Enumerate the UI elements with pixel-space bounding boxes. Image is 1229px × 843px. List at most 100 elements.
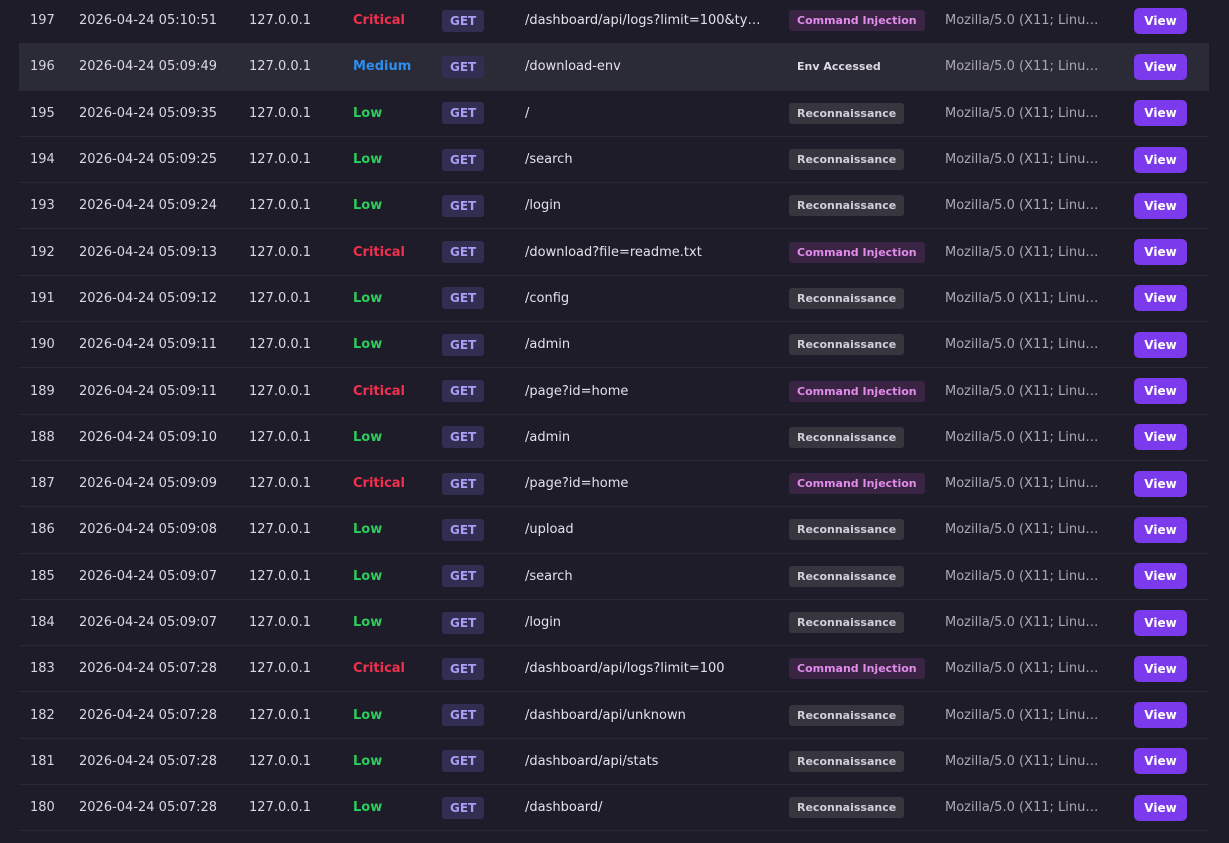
user-agent: Mozilla/5.0 (X11; Linux x86_64) [945, 707, 1105, 723]
method-cell: GET [442, 229, 502, 274]
view-button[interactable]: View [1134, 794, 1187, 821]
log-ip: 127.0.0.1 [249, 290, 312, 306]
table-row: 188 2026-04-24 05:09:10 127.0.0.1 Low GE… [19, 415, 1209, 461]
view-button[interactable]: View [1134, 424, 1187, 451]
ua-cell: Mozilla/5.0 (X11; Linux x86_64) [945, 692, 1113, 737]
table-row: 189 2026-04-24 05:09:11 127.0.0.1 Critic… [19, 368, 1209, 415]
path-cell: /admin [525, 322, 775, 367]
view-button[interactable]: View [1134, 609, 1187, 636]
tag-cell: Command Injection [789, 646, 939, 691]
tag-cell: Reconnaissance [789, 507, 939, 552]
log-ip: 127.0.0.1 [249, 152, 312, 168]
action-cell: View [1134, 44, 1194, 89]
view-button[interactable]: View [1134, 285, 1187, 312]
table-row: 185 2026-04-24 05:09:07 127.0.0.1 Low GE… [19, 554, 1209, 600]
severity-label: Low [353, 753, 383, 769]
path-cell: /page?id=home [525, 461, 775, 506]
ua-cell: Mozilla/5.0 (X11; Linux x86_64) [945, 554, 1113, 599]
log-timestamp: 2026-04-24 05:07:28 [79, 707, 218, 723]
view-button[interactable]: View [1134, 655, 1187, 682]
view-button[interactable]: View [1134, 239, 1187, 266]
view-button[interactable]: View [1134, 100, 1187, 127]
method-badge: GET [442, 55, 485, 78]
log-timestamp: 2026-04-24 05:07:28 [79, 800, 218, 816]
log-timestamp: 2026-04-24 05:09:35 [79, 105, 218, 121]
ua-cell: Mozilla/5.0 (X11; Linux x86_64) [945, 276, 1113, 321]
path-cell: /upload [525, 507, 775, 552]
request-path: /page?id=home [525, 476, 629, 492]
path-cell: /login [525, 183, 775, 228]
severity-label: Low [353, 337, 383, 353]
severity-label: Low [353, 568, 383, 584]
action-cell: View [1134, 183, 1194, 228]
request-path: /dashboard/ [525, 800, 603, 816]
method-badge: GET [442, 704, 485, 727]
tag-cell: Reconnaissance [789, 739, 939, 784]
log-id: 189 [30, 383, 55, 399]
method-badge: GET [442, 333, 485, 356]
user-agent: Mozilla/5.0 (X11; Linux x86_64) [945, 383, 1105, 399]
severity-label: Low [353, 198, 383, 214]
request-path: /search [525, 568, 573, 584]
method-cell: GET [442, 415, 502, 460]
method-cell: GET [442, 183, 502, 228]
path-cell: /download?file=readme.txt [525, 229, 775, 274]
user-agent: Mozilla/5.0 (X11; Linux x86_64) [945, 753, 1105, 769]
view-button[interactable]: View [1134, 378, 1187, 405]
ua-cell: Mozilla/5.0 (X11; Linux x86_64) [945, 0, 1113, 43]
view-button[interactable]: View [1134, 331, 1187, 358]
view-button[interactable]: View [1134, 470, 1187, 497]
table-row: 191 2026-04-24 05:09:12 127.0.0.1 Low GE… [19, 276, 1209, 323]
view-button[interactable]: View [1134, 748, 1187, 775]
table-row: 182 2026-04-24 05:07:28 127.0.0.1 Low GE… [19, 692, 1209, 739]
log-ip: 127.0.0.1 [249, 753, 312, 769]
log-timestamp: 2026-04-24 05:09:12 [79, 290, 218, 306]
attack-tag-badge: Reconnaissance [789, 287, 905, 309]
attack-tag-badge: Reconnaissance [789, 519, 905, 541]
ua-cell: Mozilla/5.0 (X11; Linux x86_64) [945, 229, 1113, 274]
action-cell: View [1134, 415, 1194, 460]
log-ip: 127.0.0.1 [249, 476, 312, 492]
method-badge: GET [442, 750, 485, 773]
method-badge: GET [442, 380, 485, 403]
ua-cell: Mozilla/5.0 (X11; Linux x86_64) [945, 600, 1113, 645]
log-ip: 127.0.0.1 [249, 615, 312, 630]
view-button[interactable]: View [1134, 563, 1187, 590]
action-cell: View [1134, 739, 1194, 784]
user-agent: Mozilla/5.0 (X11; Linux x86_64) [945, 198, 1105, 214]
view-button[interactable]: View [1134, 516, 1187, 543]
severity-label: Critical [353, 13, 406, 29]
attack-tag-badge: Reconnaissance [789, 102, 905, 124]
view-button[interactable]: View [1134, 7, 1187, 34]
method-cell: GET [442, 554, 502, 599]
log-timestamp: 2026-04-24 05:09:49 [79, 59, 218, 75]
log-ip: 127.0.0.1 [249, 59, 312, 75]
view-button[interactable]: View [1134, 192, 1187, 219]
severity-label: Low [353, 290, 383, 306]
log-timestamp: 2026-04-24 05:10:51 [79, 13, 218, 29]
severity-label: Medium [353, 59, 412, 75]
log-timestamp: 2026-04-24 05:09:10 [79, 429, 218, 445]
user-agent: Mozilla/5.0 (X11; Linux x86_64) [945, 615, 1105, 630]
request-path: /dashboard/api/logs?limit=100&type= [525, 13, 765, 29]
request-path: /dashboard/api/stats [525, 753, 659, 769]
user-agent: Mozilla/5.0 (X11; Linux x86_64) [945, 661, 1105, 677]
log-ip: 127.0.0.1 [249, 661, 312, 677]
log-id: 180 [30, 800, 55, 816]
request-path: /config [525, 290, 570, 306]
attack-tag-badge: Reconnaissance [789, 612, 905, 633]
view-button[interactable]: View [1134, 702, 1187, 729]
user-agent: Mozilla/5.0 (X11; Linux x86_64) [945, 152, 1105, 168]
view-button[interactable]: View [1134, 146, 1187, 173]
request-path: /login [525, 198, 562, 214]
log-id: 186 [30, 522, 55, 538]
user-agent: Mozilla/5.0 (X11; Linux x86_64) [945, 244, 1105, 260]
table-row: 181 2026-04-24 05:07:28 127.0.0.1 Low GE… [19, 739, 1209, 786]
method-badge: GET [442, 518, 485, 541]
table-row: 187 2026-04-24 05:09:09 127.0.0.1 Critic… [19, 461, 1209, 508]
method-badge: GET [442, 472, 485, 495]
ua-cell: Mozilla/5.0 (X11; Linux x86_64) [945, 739, 1113, 784]
log-timestamp: 2026-04-24 05:09:07 [79, 568, 218, 584]
view-button[interactable]: View [1134, 53, 1187, 80]
tag-cell: Reconnaissance [789, 91, 939, 136]
